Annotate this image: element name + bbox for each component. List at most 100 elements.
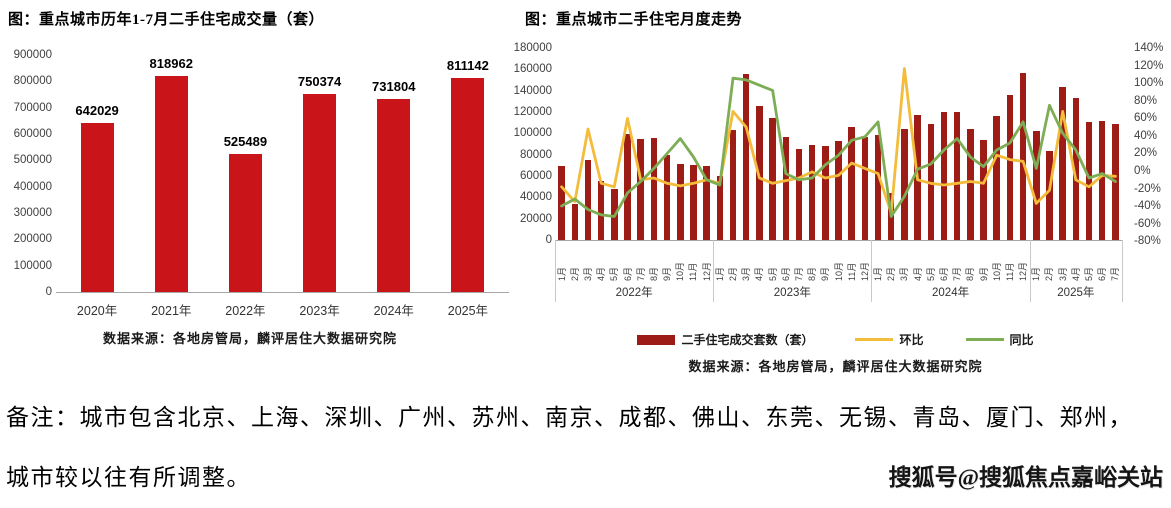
annual-bar bbox=[228, 153, 262, 292]
monthly-bar bbox=[637, 138, 644, 240]
monthly-bar bbox=[1059, 87, 1066, 240]
monthly-bar bbox=[835, 141, 842, 240]
x-axis-month-label: 4月 bbox=[912, 266, 923, 281]
x-axis-month-label: 10月 bbox=[833, 261, 844, 281]
x-axis-month-label: 1月 bbox=[714, 266, 725, 281]
monthly-bar bbox=[940, 112, 948, 240]
monthly-bar bbox=[624, 134, 631, 240]
x-axis-month-label: 10月 bbox=[675, 261, 686, 281]
x-axis-month-label: 4月 bbox=[596, 266, 607, 281]
right-y-axis-tick-label: 120% bbox=[1134, 59, 1164, 72]
monthly-bar bbox=[756, 105, 763, 240]
x-axis-month-label: 2月 bbox=[1044, 266, 1055, 281]
x-axis-month-label: 5月 bbox=[1084, 266, 1095, 281]
year-separator bbox=[1122, 240, 1123, 302]
monthly-bar bbox=[795, 149, 803, 240]
x-axis-year-label: 2024年 bbox=[932, 287, 970, 299]
bar-value-label: 731804 bbox=[372, 79, 416, 95]
y-axis-tick-label: 100000 bbox=[13, 259, 52, 272]
right-y-axis-tick-label: -80% bbox=[1134, 235, 1161, 248]
x-axis-month-label: 12月 bbox=[1018, 261, 1029, 281]
monthly-bar bbox=[663, 154, 671, 240]
monthly-bar bbox=[1006, 94, 1014, 240]
left-y-axis-tick-label: 80000 bbox=[520, 148, 552, 161]
mom-line-swatch bbox=[855, 338, 894, 341]
monthly-bar bbox=[874, 135, 882, 240]
right-y-axis-tick-label: 60% bbox=[1134, 112, 1158, 125]
monthly-bar bbox=[993, 116, 1000, 240]
legend-item-bars: 二手住宅成交套数（套） bbox=[637, 331, 813, 348]
x-axis-category-label: 2025年 bbox=[447, 304, 489, 318]
monthly-bar bbox=[584, 160, 592, 240]
right-y-axis-tick-label: 80% bbox=[1134, 94, 1158, 107]
x-axis-month-label: 7月 bbox=[793, 266, 804, 281]
x-axis-month-label: 1月 bbox=[1031, 266, 1042, 281]
left-y-axis-tick-label: 60000 bbox=[520, 170, 552, 182]
right-y-axis-tick-label: 140% bbox=[1134, 42, 1164, 55]
y-axis-tick-label: 0 bbox=[45, 286, 52, 298]
monthly-bar bbox=[1019, 72, 1027, 240]
x-axis-month-label: 11月 bbox=[846, 262, 857, 281]
monthly-bar bbox=[690, 165, 697, 240]
right-y-axis-tick-label: -40% bbox=[1134, 200, 1161, 213]
annual-bar bbox=[154, 76, 188, 292]
year-separator bbox=[713, 240, 715, 302]
monthly-bar bbox=[1112, 123, 1119, 240]
monthly-bar bbox=[808, 145, 816, 240]
monthly-bar bbox=[769, 118, 776, 240]
x-axis-month-label: 2月 bbox=[569, 266, 580, 281]
x-axis-month-label: 5月 bbox=[609, 266, 620, 281]
x-axis-month-label: 6月 bbox=[780, 266, 791, 281]
monthly-bar bbox=[848, 126, 855, 240]
y-axis-tick-label: 600000 bbox=[13, 128, 52, 140]
y-axis-tick-label: 500000 bbox=[13, 154, 52, 167]
x-axis-month-label: 9月 bbox=[662, 266, 673, 281]
monthly-bar bbox=[729, 130, 737, 240]
x-axis-month-label: 8月 bbox=[807, 266, 818, 281]
y-axis-tick-label: 400000 bbox=[13, 180, 52, 193]
right-y-axis-tick-label: -60% bbox=[1134, 217, 1161, 230]
annual-bar-chart: 图：重点城市历年1-7月二手住宅成交量（套） 数据来源：各地房管局，麟评居住大数… bbox=[0, 0, 509, 390]
x-axis-month-label: 3月 bbox=[1057, 266, 1068, 281]
monthly-bar bbox=[1033, 131, 1040, 240]
annual-bar bbox=[377, 99, 411, 292]
x-axis-month-label: 5月 bbox=[767, 266, 778, 281]
x-axis-month-label: 12月 bbox=[701, 261, 712, 281]
left-chart-source: 数据来源：各地房管局，麟评居住大数据研究院 bbox=[102, 331, 397, 346]
x-axis-category-label: 2024年 bbox=[373, 304, 414, 318]
right-y-axis-tick-label: -20% bbox=[1134, 182, 1161, 195]
monthly-bar bbox=[597, 181, 605, 240]
x-axis-month-label: 11月 bbox=[688, 262, 699, 281]
chart-legend: 二手住宅成交套数（套） 环比 同比 bbox=[500, 331, 1171, 348]
year-separator bbox=[1029, 240, 1031, 302]
x-axis-month-label: 12月 bbox=[859, 261, 870, 281]
x-axis-month-label: 2月 bbox=[886, 266, 897, 281]
x-axis-year-label: 2022年 bbox=[615, 287, 653, 299]
bar-value-label: 750374 bbox=[297, 74, 342, 90]
left-chart-title: 图：重点城市历年1-7月二手住宅成交量（套） bbox=[8, 12, 324, 28]
legend-label-mom: 环比 bbox=[899, 333, 924, 347]
x-axis-month-label: 11月 bbox=[1004, 262, 1015, 281]
x-axis-category-label: 2020年 bbox=[76, 304, 118, 318]
monthly-bar bbox=[677, 164, 684, 240]
monthly-bar bbox=[967, 129, 974, 240]
x-axis-month-label: 5月 bbox=[925, 266, 936, 281]
right-chart-source: 数据来源：各地房管局，麟评居住大数据研究院 bbox=[688, 359, 983, 374]
x-axis-category-label: 2022年 bbox=[225, 304, 266, 318]
x-axis-month-label: 3月 bbox=[582, 266, 593, 281]
monthly-bar bbox=[1098, 120, 1106, 240]
x-axis-month-label: 3月 bbox=[741, 266, 752, 281]
bar-value-label: 642029 bbox=[75, 102, 119, 118]
x-axis-year-label: 2025年 bbox=[1057, 287, 1095, 299]
x-axis-month-label: 8月 bbox=[965, 266, 976, 281]
monthly-bar bbox=[953, 112, 961, 240]
x-axis-month-label: 2月 bbox=[728, 266, 738, 281]
x-axis-month-label: 6月 bbox=[1097, 266, 1108, 281]
bar-value-label: 525489 bbox=[223, 133, 268, 149]
monthly-bar bbox=[558, 166, 565, 240]
monthly-combo-chart: 图：重点城市二手住宅月度走势 二手住宅成交套数（套） 环比 同比 数据来源：各地… bbox=[500, 0, 1171, 390]
monthly-bar bbox=[1072, 98, 1080, 240]
x-axis-month-label: 6月 bbox=[622, 266, 633, 281]
monthly-bar bbox=[782, 137, 789, 240]
